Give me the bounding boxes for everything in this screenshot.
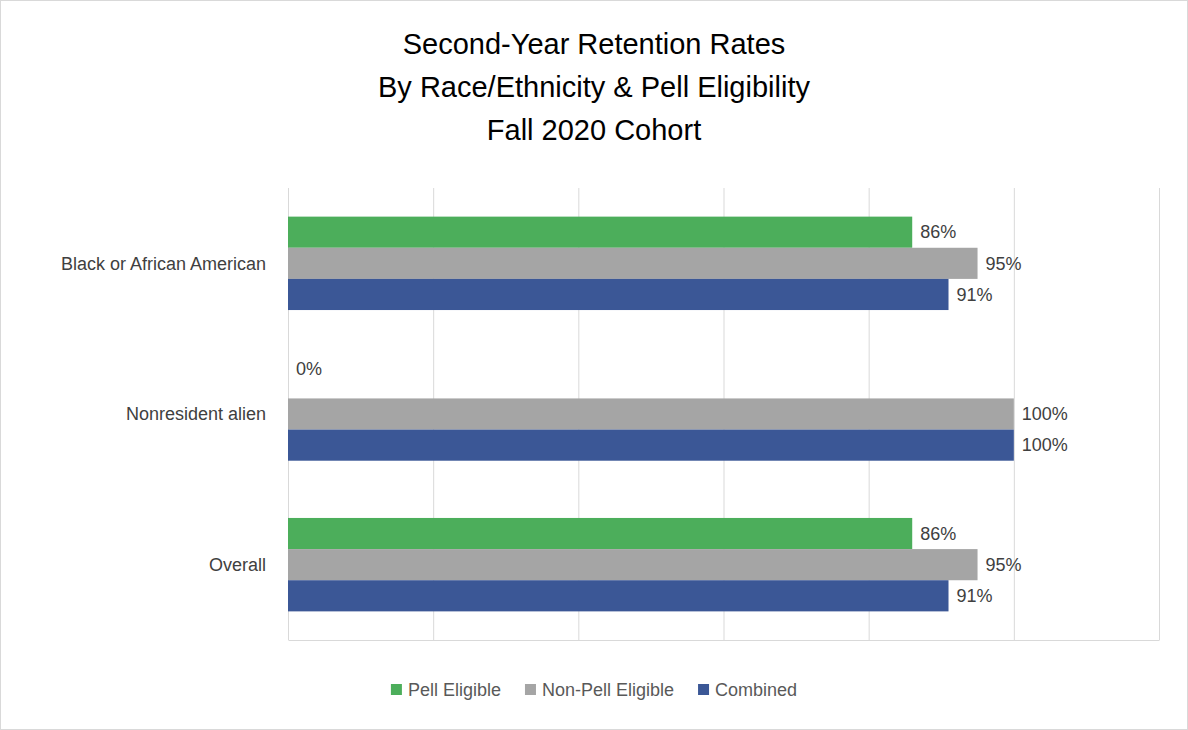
chart-title: Second-Year Retention Rates By Race/Ethni… xyxy=(378,28,810,146)
data-label: 86% xyxy=(920,524,956,544)
title-line: Second-Year Retention Rates xyxy=(403,28,786,60)
legend-item: Combined xyxy=(698,680,797,700)
data-label: 95% xyxy=(986,254,1022,274)
bar xyxy=(288,279,949,310)
chart-frame xyxy=(1,1,1188,730)
bar xyxy=(288,580,949,611)
legend-label: Non-Pell Eligible xyxy=(542,680,674,700)
legend-label: Combined xyxy=(715,680,797,700)
data-label: 86% xyxy=(920,222,956,242)
legend: Pell Eligible Non-Pell Eligible Combined xyxy=(391,680,797,700)
x-axis xyxy=(289,188,1160,641)
legend-item: Non-Pell Eligible xyxy=(525,680,674,700)
data-label: 0% xyxy=(296,359,322,379)
bars xyxy=(288,217,1014,612)
y-axis: Black or African American Nonresident ali… xyxy=(61,254,266,575)
chart: Second-Year Retention Rates By Race/Ethni… xyxy=(0,0,1188,730)
data-labels: 86% 0% 86% 95% 100% 95% 91% 100% 91% xyxy=(296,222,1068,606)
axis-line xyxy=(289,640,1160,641)
data-label: 91% xyxy=(957,586,993,606)
title-line: Fall 2020 Cohort xyxy=(487,114,701,146)
legend-label: Pell Eligible xyxy=(408,680,501,700)
x-tick xyxy=(1159,188,1160,640)
bar xyxy=(288,217,912,248)
data-label: 100% xyxy=(1022,404,1068,424)
category-label: Black or African American xyxy=(61,254,266,274)
category-label: Overall xyxy=(209,555,266,575)
bar xyxy=(288,430,1014,461)
bar xyxy=(288,367,289,398)
legend-item: Pell Eligible xyxy=(391,680,501,700)
data-label: 91% xyxy=(957,285,993,305)
legend-swatch xyxy=(525,684,536,695)
legend-swatch xyxy=(391,684,402,695)
bar xyxy=(288,398,1014,429)
legend-swatch xyxy=(698,684,709,695)
bar xyxy=(288,549,978,580)
bar xyxy=(288,248,978,279)
category-label: Nonresident alien xyxy=(126,404,266,424)
grid-line xyxy=(1159,188,1160,640)
data-label: 100% xyxy=(1022,435,1068,455)
bar xyxy=(288,518,912,549)
data-label: 95% xyxy=(986,555,1022,575)
title-line: By Race/Ethnicity & Pell Eligibility xyxy=(378,71,810,103)
